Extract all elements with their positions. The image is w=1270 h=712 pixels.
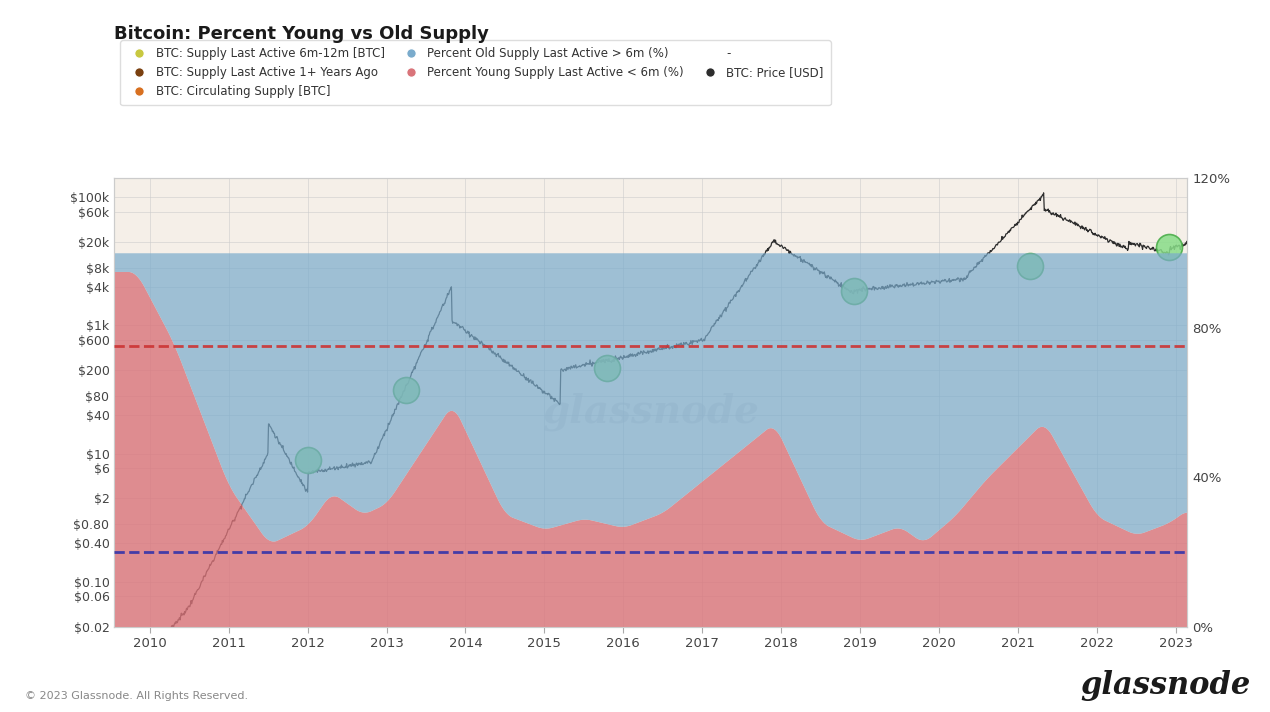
Text: Bitcoin: Percent Young vs Old Supply: Bitcoin: Percent Young vs Old Supply [114,25,489,43]
Point [297,454,318,466]
Point [1020,260,1040,271]
Point [1160,241,1180,252]
Text: glassnode: glassnode [542,392,759,431]
Legend: BTC: Supply Last Active 6m-12m [BTC], BTC: Supply Last Active 1+ Years Ago, BTC:: BTC: Supply Last Active 6m-12m [BTC], BT… [121,41,831,105]
Point [843,285,864,296]
Point [597,362,617,374]
Text: © 2023 Glassnode. All Rights Reserved.: © 2023 Glassnode. All Rights Reserved. [25,691,249,701]
Point [396,384,417,395]
Text: glassnode: glassnode [1081,670,1251,701]
